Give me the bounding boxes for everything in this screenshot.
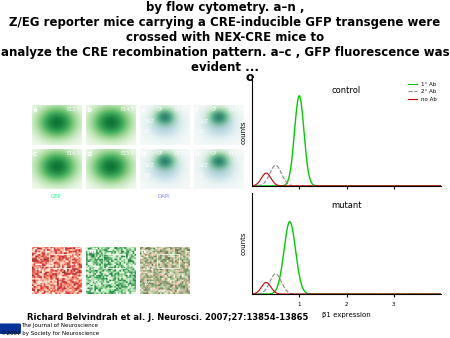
Text: m': m' <box>86 295 94 300</box>
Text: d: d <box>86 151 92 157</box>
1° Ab <box>297 94 302 98</box>
Legend: 1° Ab, 2° Ab, no Ab: 1° Ab, 2° Ab, no Ab <box>407 80 438 103</box>
Text: control: control <box>332 87 361 95</box>
Text: SVZ: SVZ <box>90 266 100 271</box>
Bar <box>103 254 125 268</box>
Text: h: h <box>194 151 199 157</box>
no Ab <box>362 184 368 188</box>
Text: VZ: VZ <box>144 281 151 286</box>
Text: n': n' <box>140 295 146 300</box>
Text: E14.5: E14.5 <box>174 107 188 112</box>
1° Ab <box>339 184 345 188</box>
Text: E16.5: E16.5 <box>66 151 80 156</box>
2° Ab <box>341 184 346 188</box>
2° Ab <box>405 184 410 188</box>
Text: merge: merge <box>101 194 119 199</box>
Text: b: b <box>86 107 92 113</box>
2° Ab <box>438 184 444 188</box>
no Ab <box>341 184 346 188</box>
Text: VZ: VZ <box>198 173 205 178</box>
Text: VZ: VZ <box>36 281 43 286</box>
Text: ©2007 by Society for Neuroscience: ©2007 by Society for Neuroscience <box>1 331 99 336</box>
FancyBboxPatch shape <box>0 324 20 333</box>
Text: CP: CP <box>90 250 97 255</box>
2° Ab <box>434 184 440 188</box>
Text: dsRed: dsRed <box>50 289 63 293</box>
Bar <box>157 254 179 268</box>
1° Ab <box>352 184 357 188</box>
Text: E14.5: E14.5 <box>228 107 242 112</box>
Text: SVZ: SVZ <box>144 163 154 168</box>
2° Ab <box>339 184 345 188</box>
1° Ab <box>434 184 440 188</box>
Text: E15.5: E15.5 <box>120 151 134 156</box>
Text: o: o <box>246 71 254 84</box>
Text: SVZ: SVZ <box>198 163 208 168</box>
Text: VZ: VZ <box>144 173 151 178</box>
Line: 1° Ab: 1° Ab <box>252 96 441 186</box>
no Ab <box>438 184 444 188</box>
Text: SVZ: SVZ <box>144 119 154 124</box>
Text: SVZ: SVZ <box>198 119 208 124</box>
Text: CP: CP <box>157 107 163 112</box>
Text: Richard Belvindrah et al. J. Neurosci. 2007;27:13854-13865: Richard Belvindrah et al. J. Neurosci. 2… <box>27 313 308 322</box>
Text: SVZ: SVZ <box>144 266 154 271</box>
Y-axis label: counts: counts <box>240 232 247 255</box>
no Ab <box>249 184 255 188</box>
Text: E12.5: E12.5 <box>66 107 80 112</box>
Text: GFP: GFP <box>106 289 114 293</box>
Text: CP: CP <box>211 107 217 112</box>
Text: E15.5: E15.5 <box>228 151 242 156</box>
Text: VZ: VZ <box>198 129 205 134</box>
Text: Characterization of NEX-CRE mice and analysis of Itgb1 expression by flow cytome: Characterization of NEX-CRE mice and ana… <box>1 0 449 74</box>
Text: E14.5: E14.5 <box>120 107 134 112</box>
2° Ab <box>362 184 368 188</box>
X-axis label: β1 expression: β1 expression <box>322 204 371 210</box>
Text: m: m <box>86 249 93 254</box>
Text: a: a <box>32 107 37 113</box>
1° Ab <box>249 184 255 188</box>
no Ab <box>434 184 440 188</box>
Text: l': l' <box>32 295 36 300</box>
Line: no Ab: no Ab <box>252 173 441 186</box>
Text: DAPI: DAPI <box>158 194 171 199</box>
2° Ab <box>249 184 255 188</box>
Text: e: e <box>140 107 145 113</box>
Y-axis label: counts: counts <box>240 120 247 144</box>
no Ab <box>263 171 269 175</box>
Text: CP: CP <box>144 250 151 255</box>
1° Ab <box>362 184 368 188</box>
Text: CP: CP <box>211 151 217 156</box>
Text: CP: CP <box>157 151 163 156</box>
no Ab <box>339 184 345 188</box>
Text: VZ: VZ <box>90 281 97 286</box>
Text: VZ: VZ <box>144 129 151 134</box>
Text: mutant: mutant <box>331 201 362 210</box>
X-axis label: β1 expression: β1 expression <box>322 312 371 318</box>
Text: SVZ: SVZ <box>36 266 46 271</box>
no Ab <box>405 184 410 188</box>
2° Ab <box>273 163 278 167</box>
Text: f: f <box>194 107 198 113</box>
2° Ab <box>352 184 357 188</box>
1° Ab <box>341 184 346 188</box>
Text: l: l <box>32 249 35 254</box>
Text: c: c <box>32 151 36 157</box>
1° Ab <box>405 184 410 188</box>
Text: The Journal of Neuroscience: The Journal of Neuroscience <box>22 323 99 328</box>
Bar <box>49 254 71 268</box>
no Ab <box>352 184 357 188</box>
Text: n: n <box>140 249 145 254</box>
Text: g: g <box>140 151 146 157</box>
Line: 2° Ab: 2° Ab <box>252 165 441 186</box>
Text: merge: merge <box>158 289 171 293</box>
Text: E15.5: E15.5 <box>174 151 188 156</box>
1° Ab <box>438 184 444 188</box>
Text: CP: CP <box>36 250 43 255</box>
Text: GFP: GFP <box>51 194 62 199</box>
